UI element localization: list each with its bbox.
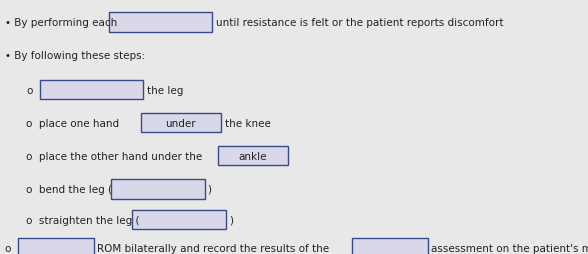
FancyBboxPatch shape [218, 147, 288, 166]
Text: ): ) [207, 184, 211, 194]
Text: until resistance is felt or the patient reports discomfort: until resistance is felt or the patient … [216, 18, 504, 28]
Text: under: under [165, 118, 196, 128]
Text: the knee: the knee [225, 118, 270, 128]
Text: o  place the other hand under the: o place the other hand under the [26, 151, 203, 161]
FancyBboxPatch shape [352, 238, 428, 254]
Text: • By performing each: • By performing each [5, 18, 117, 28]
Text: ankle: ankle [239, 151, 267, 161]
FancyBboxPatch shape [18, 238, 94, 254]
FancyBboxPatch shape [141, 114, 220, 133]
Text: o  straighten the leg (: o straighten the leg ( [26, 215, 140, 225]
Text: the leg: the leg [147, 85, 183, 95]
Text: o: o [26, 85, 33, 95]
FancyBboxPatch shape [40, 81, 143, 100]
Text: o  place one hand: o place one hand [26, 118, 119, 128]
Text: • By following these steps:: • By following these steps: [5, 51, 145, 61]
Text: assessment on the patient's medical chart: assessment on the patient's medical char… [431, 243, 588, 253]
Text: ROM bilaterally and record the results of the: ROM bilaterally and record the results o… [97, 243, 329, 253]
FancyBboxPatch shape [109, 13, 212, 32]
Text: ): ) [229, 215, 233, 225]
FancyBboxPatch shape [132, 210, 226, 229]
Text: o: o [5, 243, 11, 253]
FancyBboxPatch shape [111, 180, 205, 199]
Text: o  bend the leg (: o bend the leg ( [26, 184, 112, 194]
